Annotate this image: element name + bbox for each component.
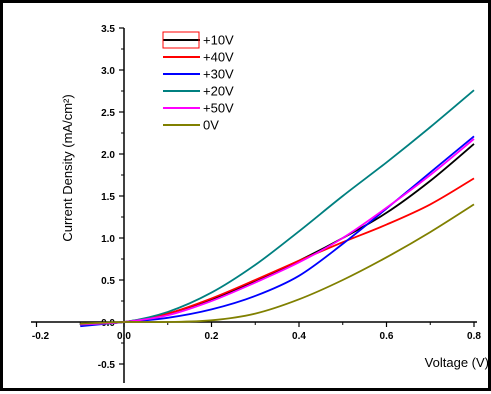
ticks-layer: -0.20.00.20.40.60.8-0.50.00.51.01.52.02.… [32,24,482,371]
legend-selection-box [162,31,200,49]
series-line-40V [80,177,475,326]
chart-svg: -0.20.00.20.40.60.8-0.50.00.51.01.52.02.… [31,24,489,383]
x-axis-label: Voltage (V) [425,355,489,370]
legend-label: +30V [203,67,234,82]
axes-layer [31,28,477,383]
legend-label: +40V [203,50,234,65]
y-tick-label: 3.5 [101,24,115,35]
x-tick-label: -0.2 [32,331,50,342]
legend: +10V +40V +30V +20V +50V 0V [162,31,234,133]
legend-label: +20V [203,84,234,99]
legend-label: +10V [203,33,234,48]
y-tick-label: 1.5 [101,192,115,203]
legend-label: 0V [203,118,219,133]
y-tick-label: -0.5 [98,360,116,371]
y-tick-label: 0.5 [101,276,115,287]
y-tick-label: 2.5 [101,108,115,119]
series-line-20V [80,89,475,326]
series-line-30V [80,135,475,328]
x-tick-label: 0.4 [292,331,306,342]
x-tick-label: 0.2 [205,331,219,342]
series-line-0V [80,203,475,325]
series-layer [80,89,475,328]
x-tick-label: 0.8 [467,331,481,342]
series-line-50V [80,138,475,326]
x-tick-label: 0.6 [380,331,394,342]
y-axis-label: Current Density (mA/cm²) [60,94,75,241]
y-tick-label: 3.0 [101,66,115,77]
legend-label: +50V [203,101,234,116]
y-tick-label: 1.0 [101,234,115,245]
y-tick-label: 2.0 [101,150,115,161]
series-line-10V [80,143,475,326]
